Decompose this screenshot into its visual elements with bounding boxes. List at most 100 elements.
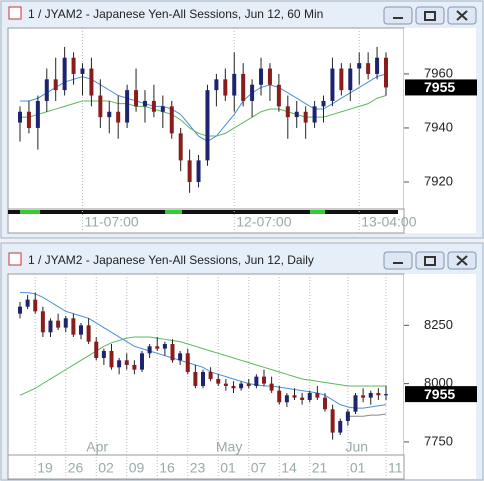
candle-body bbox=[71, 57, 76, 74]
candle-body bbox=[357, 63, 362, 69]
candle-body bbox=[300, 397, 305, 400]
candle-body bbox=[35, 100, 40, 128]
candle-body bbox=[223, 383, 228, 386]
y-tick-label: 7750 bbox=[424, 433, 453, 448]
axis-area bbox=[404, 28, 476, 233]
x-tick-label: 07 bbox=[251, 460, 267, 476]
last-price-box bbox=[405, 79, 477, 96]
candle-body bbox=[384, 57, 388, 88]
maximize-button[interactable] bbox=[415, 251, 445, 270]
candle-body bbox=[250, 84, 255, 101]
axis-area bbox=[404, 274, 476, 479]
candle-body bbox=[193, 371, 198, 386]
title-buttons bbox=[383, 6, 477, 270]
candle-body bbox=[44, 79, 49, 101]
candle-body bbox=[33, 299, 38, 312]
candle-body bbox=[140, 353, 144, 370]
candle-body bbox=[201, 371, 205, 386]
x-tick-label: 16 bbox=[159, 460, 175, 476]
month-label: Apr bbox=[86, 439, 108, 455]
candle-body bbox=[63, 318, 68, 328]
candle-body bbox=[170, 343, 175, 361]
window-title: 1 / JYAM2 - Japanese Yen-All Sessions, J… bbox=[28, 253, 314, 267]
candle-body bbox=[284, 395, 289, 403]
candle-body bbox=[246, 383, 251, 386]
candle-body bbox=[321, 100, 326, 107]
x-tick-label: 19 bbox=[37, 460, 53, 476]
candle-body bbox=[375, 57, 380, 74]
minimize-button[interactable] bbox=[383, 6, 413, 25]
candle-body bbox=[162, 343, 167, 349]
candle-body bbox=[25, 299, 30, 307]
candle-body bbox=[160, 106, 165, 112]
last-price-box bbox=[405, 386, 477, 403]
x-tick-label: 01 bbox=[220, 460, 236, 476]
candle-body bbox=[254, 376, 259, 386]
candle-body bbox=[276, 84, 281, 107]
candle-body bbox=[107, 111, 112, 118]
candle-body bbox=[312, 106, 317, 123]
x-tick-label: 09 bbox=[129, 460, 145, 476]
moving-average bbox=[20, 73, 387, 143]
maximize-button[interactable] bbox=[415, 6, 445, 25]
app-icon bbox=[8, 252, 22, 266]
x-tick-label: 14 bbox=[281, 460, 297, 476]
plot-area bbox=[7, 273, 405, 456]
button-icons bbox=[393, 10, 468, 266]
candle-body bbox=[267, 68, 272, 85]
y-tick-label: 7960 bbox=[424, 65, 453, 80]
candle-body bbox=[294, 111, 299, 118]
candle-body bbox=[40, 311, 45, 333]
time-axis bbox=[7, 454, 405, 480]
moving-average bbox=[19, 336, 386, 396]
candle-body bbox=[98, 95, 103, 118]
candle-body bbox=[109, 350, 114, 368]
candle-body bbox=[348, 68, 353, 91]
candle-body bbox=[315, 392, 320, 398]
candle-body bbox=[155, 346, 160, 349]
candle-body bbox=[376, 392, 381, 396]
candle-body bbox=[216, 378, 221, 384]
minimize-button[interactable] bbox=[383, 251, 413, 270]
moving-average bbox=[347, 413, 387, 417]
candle-body bbox=[259, 68, 264, 85]
last-price-label: 7955 bbox=[424, 79, 455, 95]
candle-body bbox=[79, 325, 83, 335]
candle-body bbox=[18, 306, 22, 314]
candle-body bbox=[178, 353, 183, 361]
candle-body bbox=[345, 411, 350, 421]
x-tick-label: 13-04:00 bbox=[361, 214, 416, 230]
window-title: 1 / JYAM2 - Japanese Yen-All Sessions, J… bbox=[28, 7, 323, 21]
candle-body bbox=[239, 383, 244, 389]
month-label: Jun bbox=[346, 439, 369, 455]
candle-body bbox=[232, 73, 237, 96]
candle-body bbox=[330, 68, 335, 101]
x-tick-label: 26 bbox=[68, 460, 84, 476]
session-marker bbox=[20, 210, 40, 214]
candle-body bbox=[353, 395, 358, 412]
candle-body bbox=[223, 79, 228, 96]
candle-body bbox=[208, 371, 213, 379]
candle-body bbox=[142, 100, 147, 107]
candle-body bbox=[56, 320, 61, 328]
y-tick-label: 7940 bbox=[424, 119, 453, 134]
y-tick-label: 7920 bbox=[424, 173, 453, 188]
candle-body bbox=[368, 392, 373, 398]
candle-body bbox=[178, 133, 183, 161]
candle-body bbox=[151, 100, 156, 112]
candle-body bbox=[231, 385, 236, 389]
candle-body bbox=[366, 63, 371, 74]
candle-body bbox=[277, 390, 282, 403]
candle-body bbox=[214, 79, 219, 91]
candle-body bbox=[117, 360, 122, 368]
candle-body bbox=[187, 160, 192, 182]
session-marker bbox=[310, 210, 325, 214]
x-tick-label: 11-07:00 bbox=[84, 214, 138, 230]
candle-body bbox=[205, 90, 210, 161]
candle-body bbox=[338, 420, 343, 433]
x-tick-label: 01 bbox=[350, 460, 366, 476]
last-price-label: 7955 bbox=[424, 386, 455, 402]
x-tick-label: 11 bbox=[388, 460, 403, 476]
month-label: May bbox=[216, 439, 242, 455]
